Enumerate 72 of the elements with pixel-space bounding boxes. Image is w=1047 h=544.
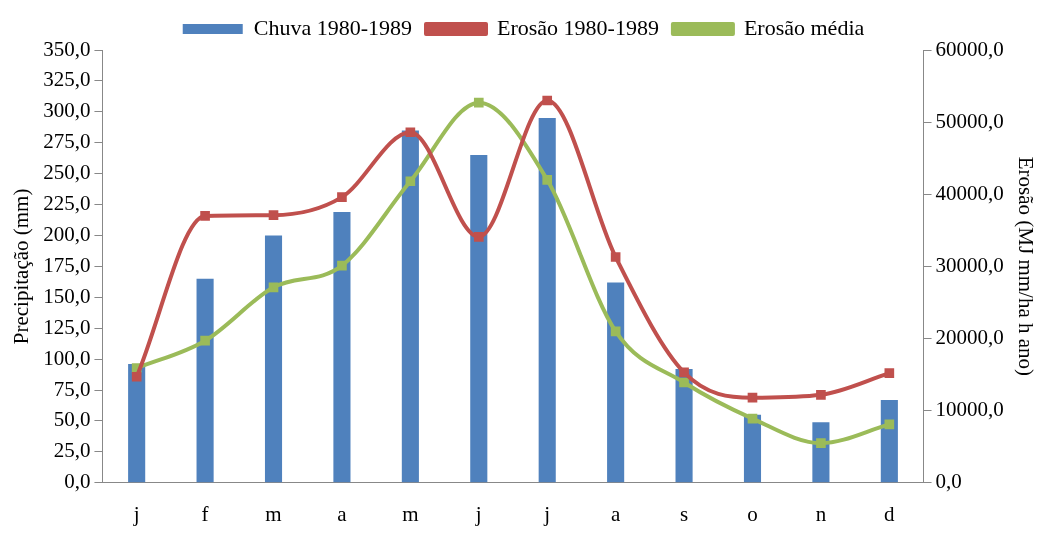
bar [196,278,214,483]
bar [401,130,419,483]
x-tick-label: j [132,501,140,526]
bar [880,399,898,483]
y2-tick-label: 40000,0 [935,180,1004,205]
x-tick-label: m [265,501,282,526]
y-tick-label: 350,0 [43,36,91,61]
x-tick-label: s [679,501,689,526]
y-tick-label: 150,0 [43,283,91,308]
point [200,335,210,346]
point [268,210,279,221]
y-tick-label: 0,0 [64,469,91,494]
x-tick-label: a [337,501,348,526]
bar [470,155,488,483]
y-tick-label: 250,0 [43,160,91,185]
bar [743,414,762,483]
y-tick-label: 300,0 [43,98,91,123]
x-tick-label: j [474,501,482,526]
point [679,367,689,378]
point [200,211,210,221]
y2-tick-label: 30000,0 [935,252,1004,277]
bar [607,282,625,483]
legend-label: Chuva 1980-1989 [253,14,412,40]
x-tick-label: j [543,501,551,526]
y-tick-label: 50,0 [53,407,91,432]
y2-tick-label: 50000,0 [935,108,1004,133]
point [679,377,689,388]
bar [538,118,556,483]
point [337,260,347,271]
y-tick-label: 175,0 [43,252,91,277]
y2-tick-label: 0,0 [935,469,962,494]
point [405,127,416,138]
legend-label: Erosão média [743,14,865,40]
y-tick-label: 125,0 [43,314,91,339]
y2-axis-title: Erosão (MJ mm/ha h ano) [1013,156,1038,377]
y-tick-label: 100,0 [43,345,91,370]
point [747,392,758,403]
y2-tick-label: 10000,0 [935,397,1004,422]
y-tick-label: 325,0 [43,67,91,92]
point [884,419,895,430]
point [473,232,484,242]
y-tick-label: 275,0 [43,129,91,154]
y2-tick-label: 60000,0 [935,36,1004,61]
legend-label: Erosão 1980-1989 [497,14,659,40]
point [816,438,826,448]
y-tick-label: 25,0 [53,438,91,463]
y-axis-title: Precipitação (mm) [9,188,34,345]
point [405,176,416,187]
y-tick-label: 225,0 [43,191,91,216]
bar [333,211,351,483]
x-tick-label: n [815,501,827,526]
point [542,175,553,185]
x-tick-label: m [402,501,419,526]
bar [264,235,283,483]
x-tick-label: d [884,501,896,526]
point [473,97,484,108]
point [610,326,621,337]
y-tick-label: 200,0 [43,222,91,246]
y2-tick-label: 20000,0 [935,325,1004,350]
y-tick-label: 75,0 [53,376,91,401]
x-tick-label: f [201,501,209,526]
point [747,413,758,424]
point [268,282,279,293]
x-tick-label: o [747,501,758,526]
point [816,389,826,400]
bar [128,364,146,483]
point [610,252,621,262]
point [542,95,553,106]
x-tick-label: a [610,501,621,526]
point [884,368,895,378]
point [337,192,347,202]
point [131,371,142,382]
